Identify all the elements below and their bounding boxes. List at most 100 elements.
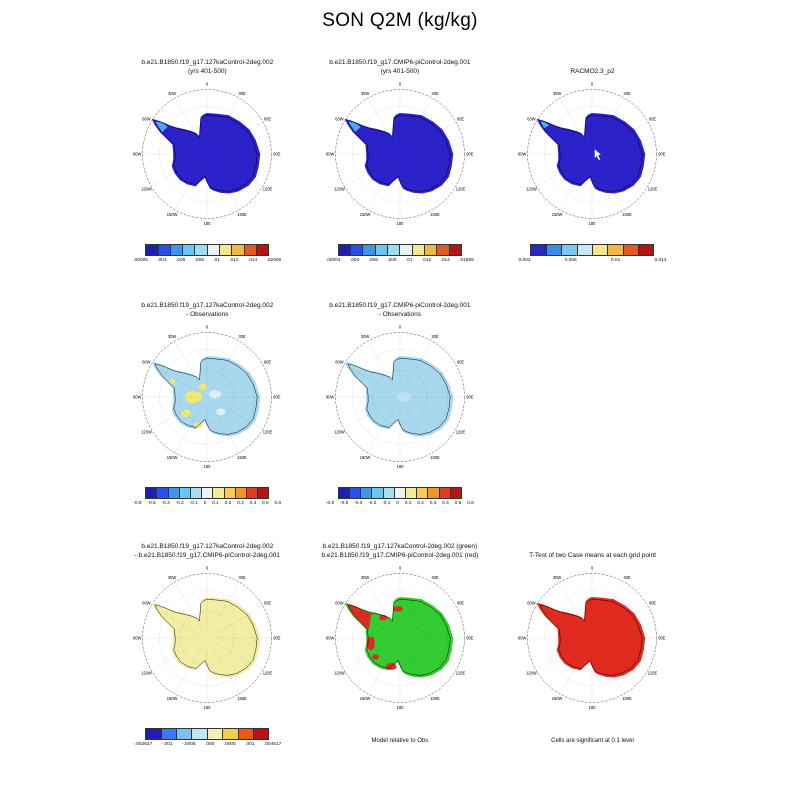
colorbar-label: .006 (368, 258, 378, 263)
colorbar-label: -0.1 (382, 501, 391, 506)
colorbar-label: -0.3 (354, 501, 363, 506)
colorbar-cell (428, 488, 440, 498)
colorbar-cell (623, 245, 640, 255)
longitude-label: 30E (239, 575, 247, 580)
colorbar-cell (608, 245, 624, 255)
colorbar-cell (372, 488, 384, 498)
latitude-circle (180, 126, 235, 182)
colorbar-label: -0.8 (133, 501, 142, 506)
colorbar-label: .0005 (223, 742, 236, 747)
panel-title-line1: b.e21.B1850.f19_g17.CMIP6-piControl-2deg… (329, 59, 471, 67)
longitude-label: 0 (206, 565, 209, 570)
latitude-circle (372, 126, 428, 182)
colorbar-label: -0.3 (161, 501, 170, 506)
colorbar-cells (337, 244, 462, 256)
data-fill-layer (344, 597, 454, 678)
latitude-circle (159, 106, 255, 202)
colorbar-cell (202, 488, 214, 498)
longitude-label: 30W (553, 575, 562, 580)
longitude-label: 150W (167, 696, 178, 701)
colorbar-cell (168, 488, 180, 498)
longitude-label: 120E (263, 429, 273, 434)
data-fill-layer (344, 113, 454, 194)
colorbar-label: .02006 (266, 258, 282, 263)
longitude-label: 60E (457, 116, 465, 121)
panel-title: b.e21.B1850.f19_g17.127kaControl-2deg.00… (141, 46, 273, 76)
latitude-circle (372, 610, 428, 666)
colorbar-label: 0.1 (212, 501, 219, 506)
colorbar-cell (235, 488, 247, 498)
colorbar-cell (388, 245, 401, 255)
colorbar-label: -.002627 (133, 742, 153, 747)
colorbar: 0.002 0.006 0.01 0.014 (518, 244, 666, 263)
longitude-label: 120W (334, 186, 345, 191)
colorbar-label: .000 (205, 742, 215, 747)
map-boundary-circle (335, 573, 465, 703)
longitude-label: 30E (239, 91, 247, 96)
longitude-label: 90E (466, 151, 474, 156)
antarctica-map: 0 30E 60E 90E 120E 150E 180 150W 120W 90W 60W 30W (518, 565, 667, 710)
longitude-label: 120W (334, 670, 345, 675)
latitude-circle (352, 106, 448, 202)
latitude-circle (159, 349, 255, 445)
colorbar-label: 0.2 (417, 501, 424, 506)
antarctica-map: 0 30E 60E 90E 120E 150E 180 150W 120W 90W 60W 30W (326, 81, 474, 226)
latitude-circle (565, 610, 620, 666)
anomaly-patch (209, 390, 222, 399)
colorbar-cell (232, 245, 245, 255)
data-fill-layer (537, 597, 646, 678)
panel-title-line2: - Observations (186, 310, 229, 318)
panel-title: b.e21.B1850.f19_g17.127kaControl-2deg.00… (141, 289, 273, 319)
longitude-label: 90E (659, 635, 667, 640)
colorbar-label: .008 (387, 258, 397, 263)
longitude-label: 90W (326, 635, 335, 640)
panel-title-line1: b.e21.B1850.f19_g17.127kaControl-2deg.00… (141, 59, 274, 67)
colorbar-label: .012 (421, 258, 432, 263)
map-panel-model-vs-obs-sign: b.e21.B1850.f19_g17.127kaControl-2deg.00… (304, 530, 497, 747)
longitude-label: 180 (589, 705, 597, 710)
continent-fill (344, 113, 454, 194)
longitude-label: 120E (456, 186, 466, 191)
map-panel-127ka-minus-obs: b.e21.B1850.f19_g17.127kaControl-2deg.00… (111, 289, 304, 506)
continent-fill (537, 597, 646, 678)
longitude-label: 60E (457, 600, 465, 605)
colorbar-label: -0.2 (175, 501, 184, 506)
longitude-label: 180 (589, 221, 597, 226)
longitude-label: 30E (431, 575, 439, 580)
colorbar-label: .004 (349, 258, 360, 263)
longitude-label: 90W (518, 635, 527, 640)
colorbar-label: 0.1 (404, 501, 412, 506)
longitude-label: 120W (527, 670, 538, 675)
panel-title: RACMO2.3_p2 (570, 46, 614, 76)
latitude-circle (372, 369, 428, 425)
longitude-label: 30E (431, 91, 439, 96)
colorbar-label: .01 (405, 258, 413, 263)
colorbar-cell (177, 729, 193, 739)
anomaly-patch (216, 408, 226, 416)
longitude-label: 120W (141, 429, 152, 434)
panel-caption: Cells are significant at 0.1 level (551, 738, 634, 744)
colorbar-cell (224, 488, 236, 498)
colorbar-cell (220, 245, 233, 255)
coastline (539, 115, 643, 192)
longitude-label: 30E (624, 575, 632, 580)
colorbar-label: .00004 (325, 258, 341, 263)
longitude-label: 30E (239, 334, 247, 339)
longitude-label: 0 (206, 324, 209, 329)
colorbar-cell (238, 729, 254, 739)
longitude-label: 180 (397, 464, 405, 469)
panel-title: b.e21.B1850.f19_g17.CMIP6-piControl-2deg… (329, 46, 470, 76)
longitude-label: 30E (624, 91, 632, 96)
colorbar-cell (639, 245, 654, 255)
colorbar: .00004 .004 .006 .008 .01 .012 .014 .01955 (326, 244, 474, 263)
colorbar-cell (450, 488, 461, 498)
colorbar-label: -0.5 (339, 501, 349, 506)
colorbar: .00005 .004 .006 .008 .01 .012 .014 .02006 (133, 244, 281, 263)
colorbar-labels: .00004 .004 .006 .008 .01 .012 .014 .01955 (326, 258, 474, 263)
colorbar-cell (253, 729, 269, 739)
colorbar-label: 0.4 (442, 501, 449, 506)
coastline (539, 599, 643, 676)
colorbar-cell (213, 488, 225, 498)
colorbar-cell (207, 729, 224, 739)
longitude-label: 150E (430, 696, 440, 701)
